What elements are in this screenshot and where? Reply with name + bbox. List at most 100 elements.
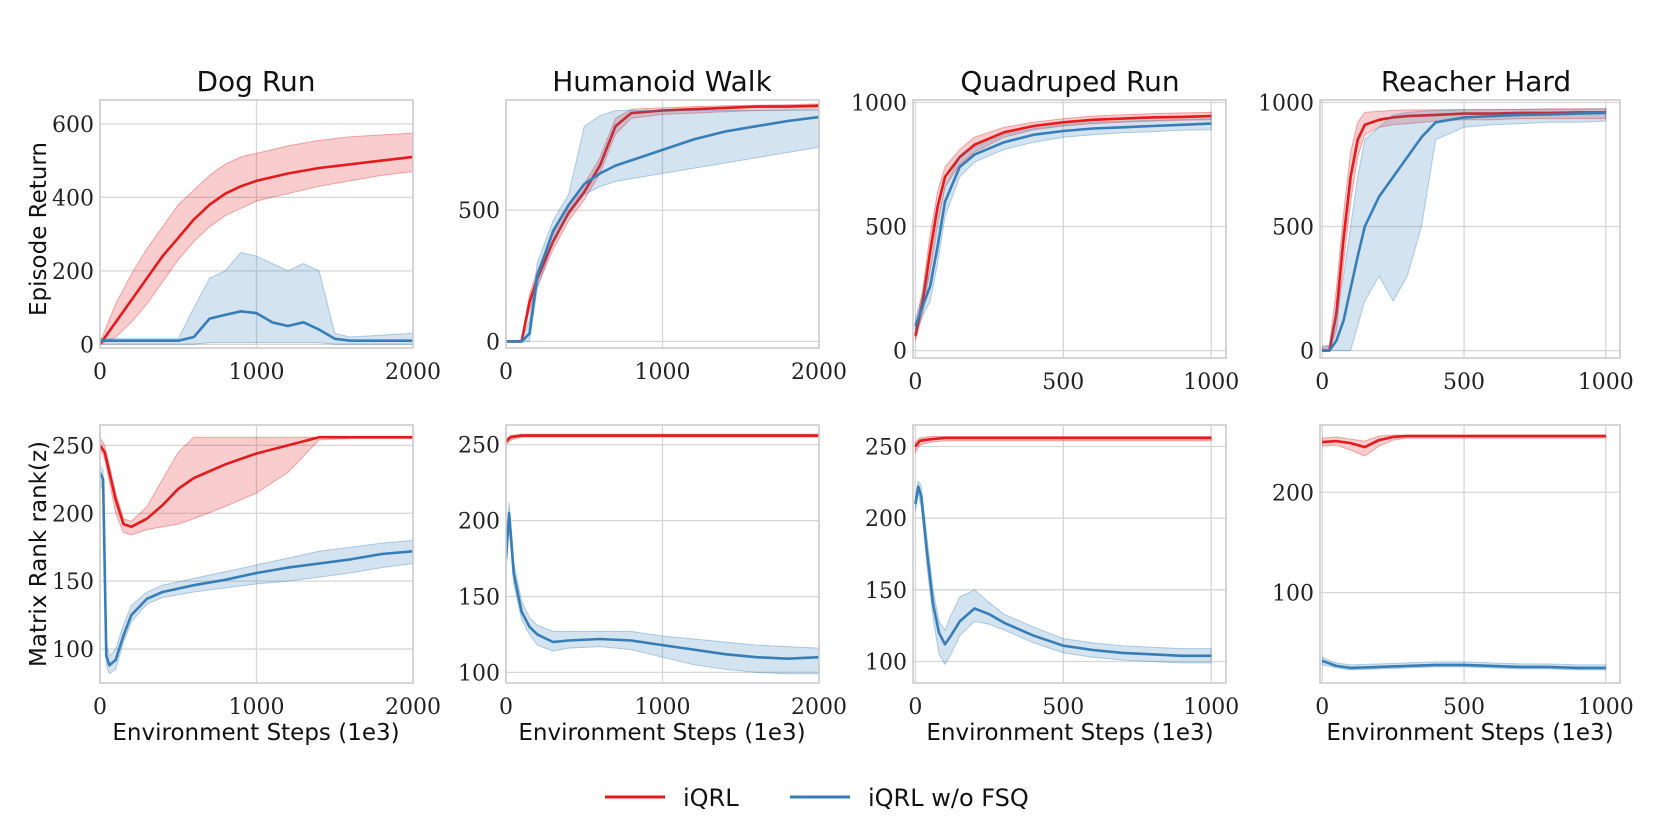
series-band-iqrl <box>1321 108 1607 352</box>
panel-7: 0 500 1000 100 150 200 250 <box>865 424 1239 720</box>
series-line-iqrl <box>100 155 413 346</box>
y-tick-label: 0 <box>486 330 500 355</box>
y-tick-label: 1000 <box>1258 91 1314 116</box>
y-tick-label: 1000 <box>851 91 907 116</box>
panel-3-data <box>914 111 1212 341</box>
plot-frame <box>1319 99 1621 359</box>
y-tick-label: 150 <box>458 585 500 610</box>
series-line-iqrl-wo-fsq <box>506 511 819 661</box>
panel-1-data <box>100 132 413 346</box>
series-band-iqrl-wo-fsq <box>100 464 413 675</box>
series-line-iqrl <box>914 436 1212 448</box>
y-tick-label: 200 <box>52 260 94 285</box>
series-line-iqrl-wo-fsq <box>914 122 1212 327</box>
plot-frame <box>505 99 820 349</box>
series-band-iqrl-wo-fsq <box>100 251 413 345</box>
series-band-iqrl-wo-fsq <box>506 502 819 675</box>
x-tick-label: 1000 <box>1183 695 1239 720</box>
panel-7-data <box>914 436 1212 666</box>
x-tick-label: 500 <box>1443 370 1485 395</box>
y-tick-label: 100 <box>52 638 94 663</box>
panel-2-data <box>506 103 819 343</box>
y-tick-label: 200 <box>865 507 907 532</box>
series-band-iqrl <box>914 436 1212 454</box>
panel-6-data <box>506 433 819 675</box>
plot-frame <box>99 424 414 684</box>
series-line-iqrl <box>1322 434 1606 449</box>
y-tick-label: 150 <box>865 579 907 604</box>
y-tick-label: 150 <box>52 570 94 595</box>
legend-label-iqrl: iQRL <box>683 784 739 812</box>
series-line-iqrl-wo-fsq <box>914 485 1212 658</box>
y-tick-label: 100 <box>865 651 907 676</box>
y-tick-label: 0 <box>1300 340 1314 365</box>
panel-2: 0 1000 2000 0 500 <box>458 99 847 385</box>
x-tick-label: 1000 <box>635 695 691 720</box>
x-tick-label: 1000 <box>1578 370 1634 395</box>
legend-label-iqrl-wo-fsq: iQRL w/o FSQ <box>868 784 1029 812</box>
x-tick-label: 2000 <box>791 360 847 385</box>
legend: iQRL iQRL w/o FSQ <box>605 784 1029 812</box>
plot-frame <box>505 424 820 684</box>
x-axis-label-1: Environment Steps (1e3) <box>112 720 399 746</box>
y-tick-label: 100 <box>1272 582 1314 607</box>
y-tick-label: 500 <box>1272 216 1314 241</box>
y-tick-label: 250 <box>52 434 94 459</box>
x-tick-label: 1000 <box>1183 370 1239 395</box>
y-tick-label: 0 <box>893 340 907 365</box>
panel-title-reacher-hard: Reacher Hard <box>1381 65 1571 98</box>
series-line-iqrl-wo-fsq <box>506 115 819 343</box>
x-tick-label: 0 <box>1315 370 1329 395</box>
y-tick-label: 250 <box>865 436 907 461</box>
panel-title-humanoid-walk: Humanoid Walk <box>552 65 772 98</box>
x-tick-label: 0 <box>499 360 513 385</box>
x-axis-label-3: Environment Steps (1e3) <box>926 720 1213 746</box>
y-tick-label: 200 <box>1272 481 1314 506</box>
x-tick-label: 0 <box>1315 695 1329 720</box>
series-line-iqrl <box>914 114 1212 336</box>
x-tick-label: 500 <box>1042 695 1084 720</box>
x-tick-label: 1000 <box>229 360 285 385</box>
series-band-iqrl-wo-fsq <box>914 479 1212 666</box>
y-tick-label: 200 <box>458 510 500 535</box>
series-band-iqrl-wo-fsq <box>914 118 1212 334</box>
x-tick-label: 0 <box>93 360 107 385</box>
x-tick-label: 1000 <box>229 695 285 720</box>
y-tick-label: 400 <box>52 186 94 211</box>
x-tick-label: 0 <box>93 695 107 720</box>
plot-frame <box>1319 424 1621 684</box>
x-axis-label-2: Environment Steps (1e3) <box>518 720 805 746</box>
y-axis-label-episode-return: Episode Return <box>26 142 52 316</box>
x-tick-label: 2000 <box>385 695 441 720</box>
series-line-iqrl <box>1322 111 1606 352</box>
series-band-iqrl <box>100 436 413 536</box>
x-axis-label-4: Environment Steps (1e3) <box>1326 720 1613 746</box>
panel-title-quadruped-run: Quadruped Run <box>960 65 1179 98</box>
x-tick-label: 0 <box>908 695 922 720</box>
x-tick-label: 2000 <box>791 695 847 720</box>
series-line-iqrl <box>100 435 413 529</box>
y-tick-label: 0 <box>80 333 94 358</box>
x-tick-label: 0 <box>908 370 922 395</box>
series-band-iqrl <box>100 132 413 345</box>
panel-3: 0 500 1000 0 500 1000 <box>851 91 1239 395</box>
series-line-iqrl-wo-fsq <box>1322 111 1606 352</box>
y-tick-label: 600 <box>52 113 94 138</box>
series-band-iqrl <box>914 111 1212 341</box>
series-line-iqrl <box>506 104 819 343</box>
panel-1: 0 1000 2000 0 200 400 600 <box>52 99 441 385</box>
x-tick-label: 2000 <box>385 360 441 385</box>
series-band-iqrl-wo-fsq <box>1321 108 1607 352</box>
plot-frame <box>912 99 1227 359</box>
y-tick-label: 500 <box>458 199 500 224</box>
series-line-iqrl-wo-fsq <box>100 471 413 667</box>
x-tick-label: 1000 <box>1578 695 1634 720</box>
y-axis-label-matrix-rank: Matrix Rank rank(z) <box>26 441 52 667</box>
y-tick-label: 500 <box>865 216 907 241</box>
plot-frame <box>912 424 1227 684</box>
panel-8: 0 500 1000 100 200 <box>1272 424 1634 720</box>
panel-4: 0 500 1000 0 500 1000 <box>1258 91 1634 395</box>
y-tick-label: 200 <box>52 502 94 527</box>
panel-8-data <box>1321 434 1607 671</box>
